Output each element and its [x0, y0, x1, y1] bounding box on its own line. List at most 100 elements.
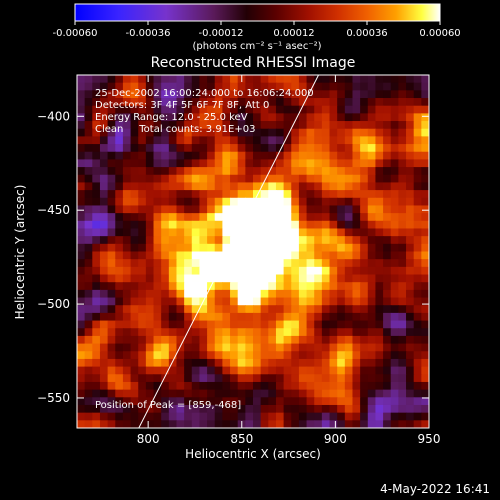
- heatmap-cell: [360, 305, 369, 314]
- heatmap-cell: [360, 220, 369, 230]
- heatmap-cell: [222, 182, 231, 191]
- heatmap-cell: [130, 266, 139, 276]
- heatmap-cell: [84, 159, 93, 168]
- heatmap-cell: [214, 412, 223, 421]
- heatmap-cell: [383, 335, 392, 345]
- heatmap-cell: [421, 90, 429, 99]
- heatmap-cell: [421, 381, 429, 391]
- heatmap-cell: [398, 420, 407, 428]
- heatmap-cell: [390, 351, 399, 360]
- heatmap-cell: [406, 404, 415, 414]
- heatmap-cell: [230, 190, 239, 199]
- heatmap-cell: [184, 305, 193, 314]
- heatmap-cell: [413, 251, 422, 260]
- heatmap-cell: [130, 282, 139, 291]
- heatmap-cell: [138, 297, 147, 306]
- heatmap-cell: [99, 128, 109, 137]
- heatmap-cell: [421, 289, 429, 299]
- heatmap-cell: [398, 167, 407, 176]
- heatmap-cell: [176, 228, 185, 237]
- heatmap-cell: [298, 205, 308, 214]
- heatmap-cell: [153, 297, 162, 306]
- heatmap-cell: [337, 90, 346, 99]
- heatmap-cell: [375, 305, 384, 314]
- heatmap-cell: [130, 236, 139, 245]
- heatmap-cell: [130, 420, 139, 428]
- heatmap-cell: [268, 266, 277, 276]
- heatmap-cell: [375, 266, 384, 276]
- heatmap-cell: [184, 151, 193, 161]
- heatmap-cell: [329, 121, 338, 130]
- heatmap-cell: [237, 374, 246, 383]
- heatmap-cell: [161, 182, 170, 191]
- heatmap-cell: [360, 82, 369, 91]
- heatmap-cell: [245, 282, 254, 291]
- heatmap-cell: [153, 205, 162, 214]
- heatmap-cell: [99, 121, 109, 130]
- heatmap-cell: [99, 266, 109, 276]
- heatmap-cell: [130, 167, 139, 176]
- heatmap-cell: [375, 113, 384, 122]
- heatmap-cell: [344, 121, 354, 130]
- heatmap-cell: [214, 82, 223, 91]
- heatmap-cell: [398, 182, 407, 191]
- heatmap-cell: [222, 121, 231, 130]
- heatmap-cell: [383, 182, 392, 191]
- heatmap-cell: [352, 121, 361, 130]
- heatmap-cell: [253, 213, 262, 222]
- heatmap-cell: [413, 197, 422, 207]
- heatmap-cell: [245, 389, 254, 398]
- heatmap-cell: [176, 220, 185, 230]
- heatmap-cell: [321, 343, 331, 352]
- heatmap-cell: [138, 197, 147, 207]
- heatmap-cell: [321, 266, 331, 276]
- heatmap-cell: [84, 412, 93, 421]
- heatmap-cell: [237, 351, 246, 360]
- heatmap-cell: [253, 366, 262, 375]
- heatmap-cell: [245, 420, 254, 428]
- heatmap-cell: [268, 343, 277, 352]
- heatmap-cell: [237, 167, 246, 176]
- heatmap-cell: [406, 220, 415, 230]
- heatmap-cell: [306, 404, 315, 414]
- heatmap-cell: [115, 98, 124, 107]
- heatmap-cell: [383, 90, 392, 99]
- heatmap-cell: [92, 374, 101, 383]
- heatmap-cell: [314, 358, 323, 368]
- heatmap-cell: [222, 167, 231, 176]
- heatmap-cell: [184, 228, 193, 237]
- heatmap-cell: [306, 213, 315, 222]
- heatmap-cell: [237, 159, 246, 168]
- heatmap-cell: [306, 312, 315, 322]
- heatmap-cell: [207, 312, 216, 322]
- heatmap-cell: [314, 90, 323, 99]
- heatmap-cell: [92, 358, 101, 368]
- heatmap-cell: [306, 113, 315, 122]
- heatmap-cell: [176, 159, 185, 168]
- colorbar-tick-label: 0.00060: [419, 28, 460, 39]
- heatmap-cell: [383, 190, 392, 199]
- heatmap-cell: [84, 243, 93, 253]
- heatmap-cell: [383, 236, 392, 245]
- heatmap-cell: [168, 320, 178, 329]
- heatmap-cell: [107, 404, 116, 414]
- heatmap-cell: [253, 420, 262, 428]
- heatmap-cell: [314, 328, 323, 337]
- heatmap-cell: [92, 328, 101, 337]
- heatmap-cell: [329, 404, 338, 414]
- heatmap-cell: [237, 213, 246, 222]
- heatmap-cell: [115, 343, 124, 352]
- heatmap-cell: [314, 366, 323, 375]
- heatmap-cell: [360, 205, 369, 214]
- heatmap-cell: [268, 404, 277, 414]
- heatmap-cell: [314, 113, 323, 122]
- x-tick-label: 800: [137, 432, 160, 446]
- heatmap-cell: [138, 128, 147, 137]
- heatmap-cell: [168, 266, 178, 276]
- heatmap-cell: [153, 289, 162, 299]
- heatmap-cell: [92, 121, 101, 130]
- heatmap-cell: [383, 167, 392, 176]
- heatmap-cell: [329, 420, 338, 428]
- heatmap-cell: [107, 105, 116, 114]
- heatmap-cell: [237, 144, 246, 153]
